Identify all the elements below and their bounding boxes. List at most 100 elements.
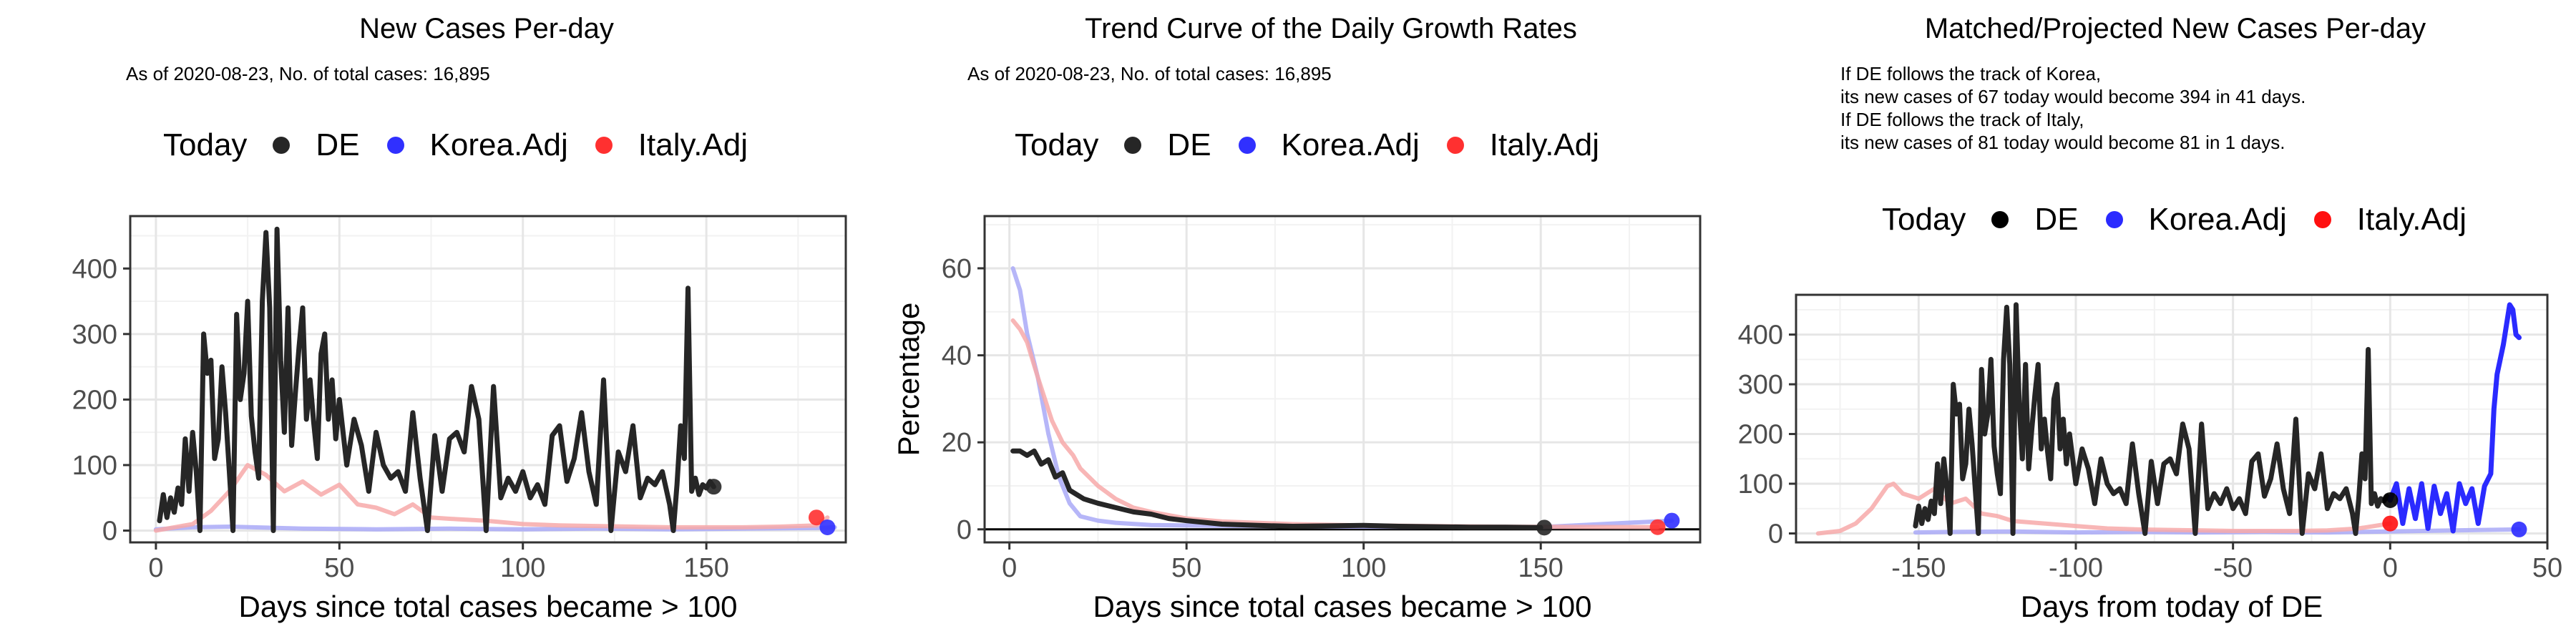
legend-item-korea: Korea.Adj (1238, 127, 1420, 163)
legend-item-korea: Korea.Adj (2105, 202, 2287, 238)
x-axis-label: Days since total cases became > 100 (239, 590, 738, 623)
today-marker-italy-adj (1649, 519, 1666, 535)
legend-title: Today (1015, 127, 1099, 162)
x-tick-label: -100 (2049, 553, 2103, 583)
x-tick-label: 0 (2383, 553, 2398, 583)
y-axis-label: Percentage (892, 303, 925, 457)
x-tick-label: -150 (1891, 553, 1946, 583)
legend-dot-korea-icon (1238, 137, 1256, 154)
legend-item-de: DE (1991, 202, 2079, 238)
chart-subtitle: As of 2020-08-23, No. of total cases: 16… (967, 63, 1332, 84)
projection-note-2: its new cases of 67 today would become 3… (1840, 86, 2306, 107)
today-marker-korea-adj (1664, 512, 1680, 529)
legend-dot-de-icon (1991, 211, 2009, 228)
x-tick-label: 50 (1171, 553, 1201, 583)
legend-dot-italy-icon (595, 137, 613, 154)
legend-item-korea: Korea.Adj (386, 127, 568, 163)
legend-label-italy: Italy.Adj (1489, 127, 1600, 162)
legend-title: Today (163, 127, 248, 162)
y-tick-label: 100 (72, 451, 117, 481)
y-tick-label: 100 (1738, 469, 1783, 499)
y-tick-label: 300 (1738, 370, 1783, 400)
series-line-korea-adj (2387, 302, 2522, 534)
chart-title: Trend Curve of the Daily Growth Rates (1085, 13, 1577, 44)
series-line-italy-adj-matched (1815, 482, 2393, 536)
y-tick-label: 40 (942, 341, 972, 371)
y-tick-label: 20 (942, 428, 972, 458)
legend-dot-de-icon (1124, 137, 1142, 154)
legend-label-de: DE (2034, 202, 2079, 237)
legend-label-korea: Korea.Adj (2148, 202, 2287, 237)
chart-title: New Cases Per-day (359, 13, 614, 44)
projection-note-1: If DE follows the track of Korea, (1840, 63, 2102, 84)
legend-label-de: DE (316, 127, 360, 162)
legend-dot-italy-icon (2313, 211, 2331, 228)
today-marker-de (1536, 519, 1553, 536)
plot-background (1796, 295, 2547, 542)
legend-dot-korea-icon (2105, 211, 2123, 228)
plot-border (129, 215, 847, 544)
x-tick-label: 0 (1002, 553, 1017, 583)
today-marker-italy-adj (808, 509, 824, 526)
series-line-de (1010, 448, 1543, 530)
y-tick-label: 400 (72, 254, 117, 284)
x-tick-label: 100 (500, 553, 545, 583)
y-tick-label: 0 (957, 515, 972, 545)
x-axis-label: Days since total cases became > 100 (1093, 590, 1592, 623)
chart-legend: Today DE Korea.Adj Italy.Adj (1882, 202, 2494, 238)
legend-dot-korea-icon (386, 137, 404, 154)
today-marker-korea-adj (819, 519, 836, 535)
today-marker-de (2382, 492, 2399, 508)
series-line-italy-adj (153, 463, 830, 533)
x-tick-label: 0 (148, 553, 163, 583)
x-tick-label: 150 (683, 553, 728, 583)
y-tick-label: 0 (102, 517, 117, 547)
legend-label-italy: Italy.Adj (2356, 202, 2467, 237)
chart-panel-growth-rates: Trend Curve of the Daily Growth Rates As… (852, 0, 1710, 644)
series-line-de (1913, 302, 2393, 536)
today-marker-italy-adj (2382, 515, 2399, 532)
legend-item-italy: Italy.Adj (1446, 127, 1600, 163)
y-tick-label: 60 (942, 254, 972, 284)
chart-panel-new-cases: New Cases Per-day As of 2020-08-23, No. … (0, 0, 859, 644)
chart-title: Matched/Projected New Cases Per-day (1924, 13, 2426, 44)
plot-2: -150 -100 -50 0 50 0 100 200 300 400 Days from tod… (1738, 293, 2562, 623)
legend-label-korea: Korea.Adj (1281, 127, 1420, 162)
legend-label-de: DE (1167, 127, 1211, 162)
chart-panel-projected: Matched/Projected New Cases Per-day If D… (1753, 0, 2576, 644)
legend-dot-de-icon (273, 137, 291, 154)
x-tick-label: 150 (1518, 553, 1563, 583)
legend-dot-italy-icon (1446, 137, 1464, 154)
legend-item-italy: Italy.Adj (595, 127, 748, 163)
today-marker-korea-adj (2511, 521, 2527, 537)
projection-note-3: If DE follows the track of Italy, (1840, 109, 2084, 130)
legend-label-italy: Italy.Adj (638, 127, 748, 162)
x-axis-label: Days from today of DE (2021, 590, 2323, 623)
x-tick-label: -50 (2213, 553, 2253, 583)
plot-border (983, 215, 1702, 544)
y-tick-label: 200 (1738, 420, 1783, 450)
plot-border (1795, 293, 2549, 544)
y-tick-label: 200 (72, 385, 117, 415)
plot-0: 0 50 100 150 0 100 200 300 400 Days since total c… (72, 215, 847, 623)
projection-note-4: its new cases of 81 today would become 8… (1840, 132, 2285, 153)
x-tick-label: 50 (2532, 553, 2562, 583)
plot-1: 0 50 100 150 0 20 40 60 Days since total cases b… (892, 215, 1702, 623)
legend-label-korea: Korea.Adj (429, 127, 568, 162)
legend-item-de: DE (1124, 127, 1211, 163)
chart-legend: Today DE Korea.Adj Italy.Adj (163, 127, 775, 163)
y-tick-label: 0 (1768, 519, 1783, 549)
today-marker-de (706, 479, 722, 495)
legend-item-italy: Italy.Adj (2313, 202, 2467, 238)
chart-legend: Today DE Korea.Adj Italy.Adj (1015, 127, 1626, 163)
y-tick-label: 300 (72, 320, 117, 350)
legend-title: Today (1882, 202, 1966, 237)
x-tick-label: 100 (1341, 553, 1386, 583)
chart-subtitle: As of 2020-08-23, No. of total cases: 16… (126, 63, 490, 84)
legend-item-de: DE (273, 127, 360, 163)
series-line-de (157, 226, 716, 533)
x-tick-label: 50 (324, 553, 354, 583)
plot-background (985, 216, 1700, 542)
y-tick-label: 400 (1738, 321, 1783, 351)
